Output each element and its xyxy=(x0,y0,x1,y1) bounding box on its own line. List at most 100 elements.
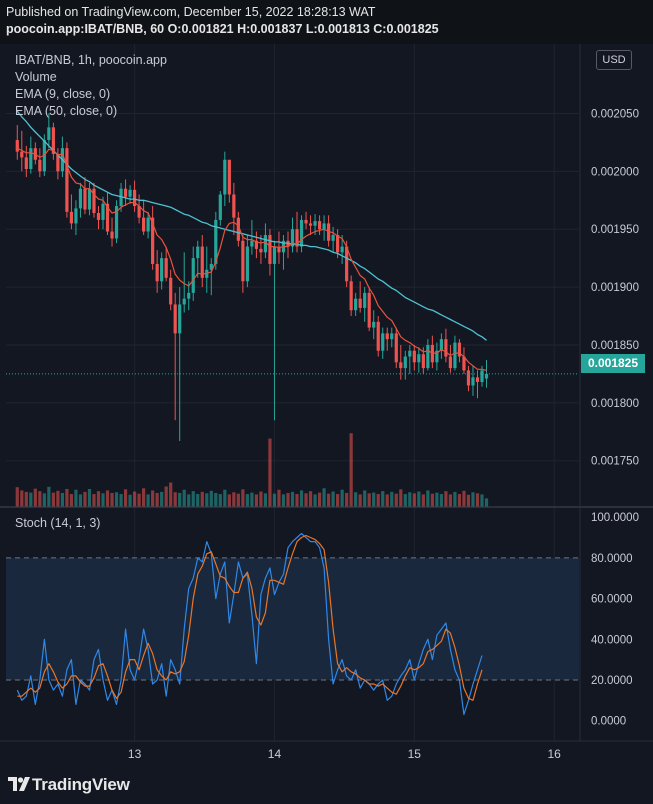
volume-bar xyxy=(209,490,213,507)
candle-body xyxy=(417,354,421,363)
volume-bar xyxy=(453,491,457,507)
candle xyxy=(110,217,114,247)
stoch-tick-label: 0.0000 xyxy=(591,716,626,728)
candle-body xyxy=(299,219,304,247)
volume-bar xyxy=(241,489,245,507)
volume-bar xyxy=(164,486,168,507)
volume-bar xyxy=(83,491,87,507)
volume-bar xyxy=(435,492,439,507)
candle-body xyxy=(232,194,236,218)
candle-body xyxy=(15,140,19,152)
candle xyxy=(403,350,407,380)
candle xyxy=(317,215,322,235)
candle xyxy=(182,252,186,313)
candle-body xyxy=(241,240,245,282)
volume-bar xyxy=(317,492,322,507)
candle-body xyxy=(56,153,60,172)
candle-body xyxy=(268,234,272,264)
volume-bar xyxy=(245,494,249,507)
candle-body xyxy=(169,277,173,305)
stoch-lines xyxy=(16,532,483,716)
volume-bar xyxy=(421,494,425,507)
candle xyxy=(227,159,231,203)
candle-body xyxy=(259,248,263,253)
candle-body xyxy=(51,127,55,154)
volume-bar xyxy=(417,491,421,507)
candle xyxy=(123,179,128,207)
candle-body xyxy=(151,217,155,264)
volume-bar xyxy=(444,491,448,507)
volume-bar xyxy=(286,492,290,507)
candle-body xyxy=(435,350,439,363)
candle xyxy=(444,328,448,363)
candle-body xyxy=(367,292,371,328)
candle-body xyxy=(317,221,322,230)
candle-body xyxy=(78,188,83,209)
volume-bar xyxy=(299,490,304,507)
volume-bar xyxy=(331,491,335,507)
candle-body xyxy=(390,333,394,340)
volume-bar xyxy=(56,490,60,507)
volume-bar xyxy=(24,491,28,507)
candle xyxy=(399,344,403,380)
candle-body xyxy=(142,217,146,232)
volume-bar xyxy=(363,490,367,507)
legend-pair: IBAT/BNB, 1h, poocoin.app xyxy=(15,53,167,67)
candle-body xyxy=(403,356,407,369)
volume-bar xyxy=(336,494,340,507)
volume-bar xyxy=(326,493,331,507)
volume-bar xyxy=(137,493,141,507)
candle-body xyxy=(123,188,128,197)
candle xyxy=(367,287,371,332)
candle xyxy=(417,347,421,373)
volume-bar xyxy=(281,494,286,507)
volume-bar xyxy=(132,491,137,507)
candle xyxy=(340,234,344,264)
candle xyxy=(101,196,105,230)
candle-body xyxy=(20,151,24,158)
price-tick-label: 0.001800 xyxy=(591,398,639,410)
candle-body xyxy=(421,354,425,369)
tradingview-brand[interactable]: TradingView xyxy=(32,775,130,794)
volume-bar xyxy=(250,492,254,507)
price-tick-label: 0.001750 xyxy=(591,456,639,468)
candle xyxy=(200,234,204,288)
volume-bar xyxy=(33,488,37,507)
candle-body xyxy=(96,212,101,220)
volume-bar xyxy=(146,494,150,507)
volume-bar xyxy=(123,489,128,507)
volume-bar xyxy=(196,494,200,507)
candle xyxy=(304,211,308,230)
candle-body xyxy=(254,240,259,249)
candle xyxy=(268,229,272,276)
volume-bar xyxy=(92,494,96,507)
candle xyxy=(78,182,83,218)
legend-volume: Volume xyxy=(15,70,57,84)
stoch-tick-label: 60.0000 xyxy=(591,594,633,606)
candle-body xyxy=(471,377,475,386)
volume-bar xyxy=(457,494,462,507)
volume-bar xyxy=(399,489,403,507)
candle-body xyxy=(155,263,159,282)
candle xyxy=(191,246,195,301)
candle xyxy=(394,327,398,369)
volume-bar xyxy=(277,489,281,507)
currency-button[interactable]: USD xyxy=(596,50,632,70)
volume-bar xyxy=(308,491,313,507)
candle-body xyxy=(245,246,249,282)
candle-body xyxy=(462,356,466,371)
candle xyxy=(457,339,462,363)
candle xyxy=(173,292,177,421)
volume-bar xyxy=(268,438,272,507)
legend-ema50: EMA (50, close, 0) xyxy=(15,104,118,118)
ema50-line xyxy=(16,110,487,341)
candle xyxy=(196,240,200,278)
volume-bar xyxy=(394,493,398,507)
volume-bar xyxy=(448,494,453,507)
candle-body xyxy=(160,258,164,282)
price-tick-label: 0.001900 xyxy=(591,282,639,294)
time-tick-label: 14 xyxy=(268,747,282,761)
candle xyxy=(92,182,96,218)
volume-bar xyxy=(160,491,164,507)
